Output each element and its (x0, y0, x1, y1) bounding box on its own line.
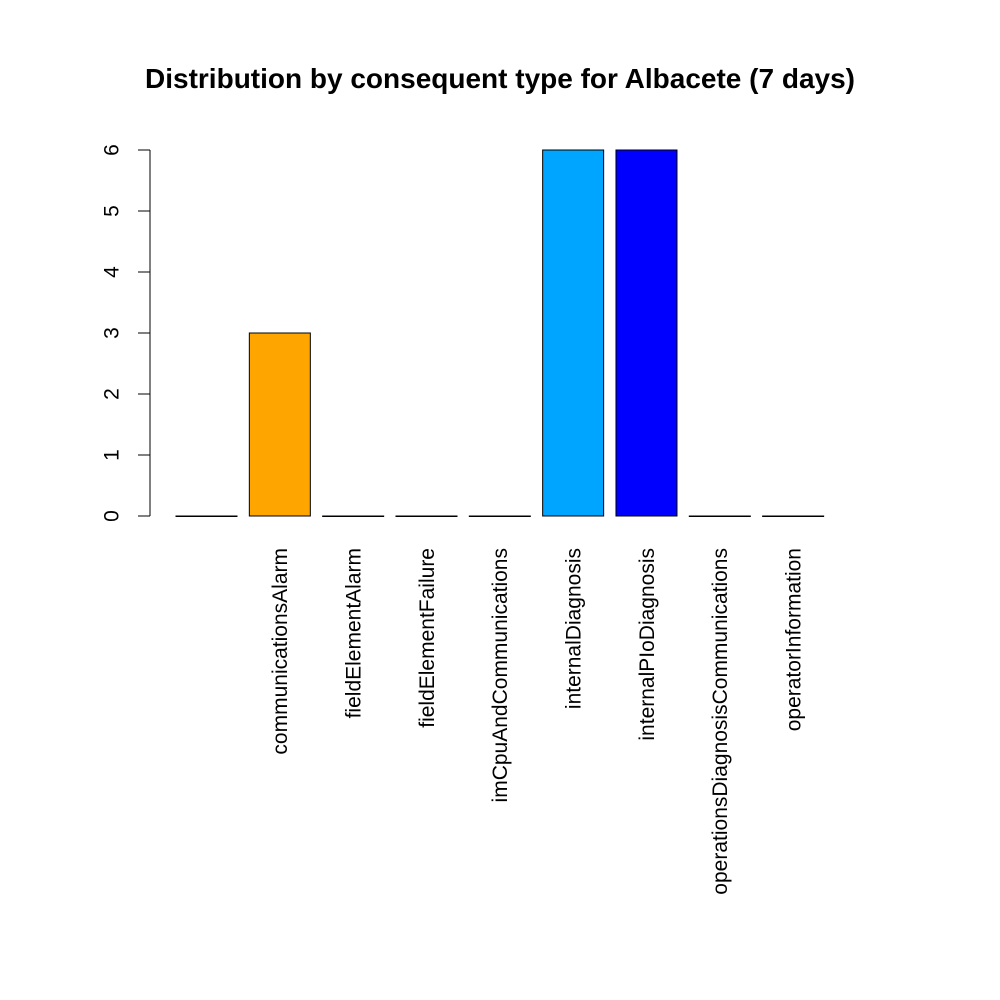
x-axis-labels: communicationsAlarm fieldElementAlarm fiel… (269, 548, 805, 895)
y-tick-label: 6 (100, 144, 123, 156)
bar (468, 515, 531, 517)
bar (322, 515, 385, 517)
bars (175, 149, 825, 517)
x-category-label: fieldElementAlarm (343, 548, 366, 718)
x-category-label: fieldElementFailure (416, 548, 439, 728)
y-tick-label: 0 (100, 510, 123, 522)
bar (615, 149, 678, 517)
x-category-label: operatorInformation (782, 548, 805, 731)
x-category-label: imCpuAndCommunications (489, 548, 512, 802)
y-tick-label: 4 (100, 266, 123, 278)
bar (175, 515, 238, 517)
bar (762, 515, 825, 517)
y-tick-label: 5 (100, 205, 123, 217)
x-category-label: operationsDiagnosisCommunications (709, 548, 732, 895)
chart-title: Distribution by consequent type for Alba… (145, 63, 855, 94)
bar (248, 332, 311, 517)
y-axis: 0 1 2 3 4 5 6 (100, 144, 151, 522)
x-category-label: communicationsAlarm (269, 548, 292, 755)
y-tick-label: 2 (100, 388, 123, 400)
y-tick-label: 3 (100, 327, 123, 339)
bar (542, 149, 605, 517)
bar (688, 515, 751, 517)
bar (395, 515, 458, 517)
y-tick-label: 1 (100, 449, 123, 461)
x-category-label: internalPIoDiagnosis (636, 548, 659, 741)
x-category-label: internalDiagnosis (563, 548, 586, 709)
